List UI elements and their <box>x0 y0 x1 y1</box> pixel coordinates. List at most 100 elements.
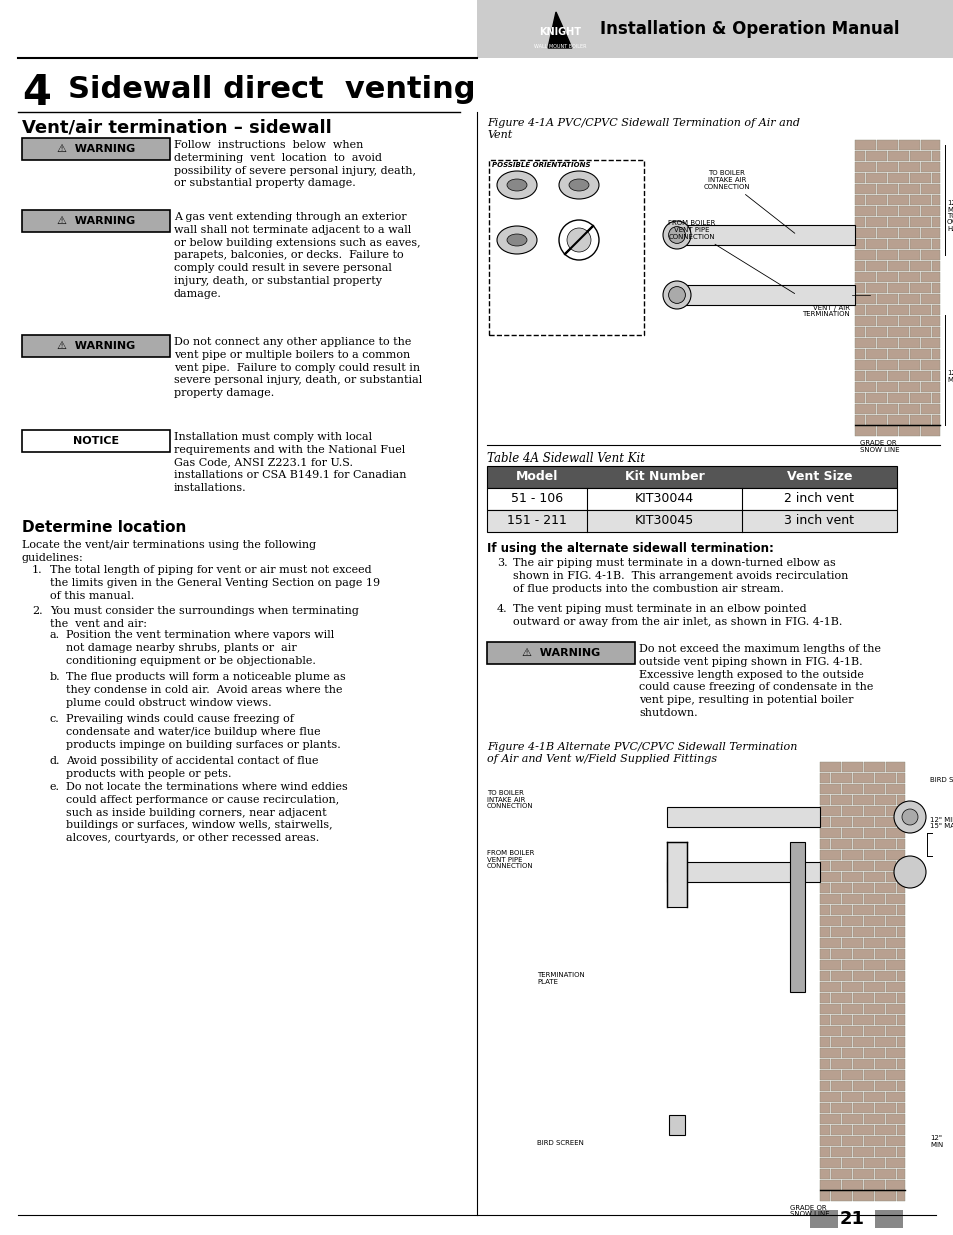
Bar <box>931 151 939 161</box>
Bar <box>874 1125 895 1135</box>
Bar <box>876 206 897 216</box>
Text: KIT30045: KIT30045 <box>634 515 694 527</box>
Bar <box>863 850 884 860</box>
Bar <box>476 0 953 58</box>
Text: TERMINATION
PLATE: TERMINATION PLATE <box>537 972 584 984</box>
Bar <box>22 138 170 161</box>
Bar <box>841 982 862 992</box>
Bar <box>22 430 170 452</box>
Bar <box>876 338 897 348</box>
Bar <box>852 1125 873 1135</box>
Bar <box>854 206 875 216</box>
Bar <box>898 404 919 414</box>
Text: WALL MOUNT BOILER: WALL MOUNT BOILER <box>533 43 586 48</box>
Text: Model: Model <box>516 471 558 483</box>
Bar <box>852 948 873 960</box>
Bar <box>489 161 643 335</box>
Text: The vent piping must terminate in an elbow pointed
outward or away from the air : The vent piping must terminate in an elb… <box>513 604 841 627</box>
Circle shape <box>662 282 690 309</box>
Bar <box>820 762 841 772</box>
Bar <box>896 1015 904 1025</box>
Bar <box>852 993 873 1003</box>
Bar <box>863 1004 884 1014</box>
Bar <box>885 894 904 904</box>
Bar <box>887 393 908 403</box>
Bar <box>852 818 873 827</box>
Bar <box>820 993 829 1003</box>
Bar <box>909 415 930 425</box>
Text: 12"
MIN: 12" MIN <box>929 1135 943 1149</box>
Bar <box>830 1037 851 1047</box>
Bar <box>677 225 854 245</box>
Polygon shape <box>547 12 572 48</box>
Bar <box>909 173 930 183</box>
Bar <box>909 370 930 382</box>
Bar <box>841 1092 862 1102</box>
Bar <box>896 1125 904 1135</box>
Bar <box>896 971 904 981</box>
Bar <box>830 1103 851 1113</box>
Bar <box>830 971 851 981</box>
Bar <box>931 195 939 205</box>
Bar <box>852 861 873 871</box>
Bar <box>931 350 939 359</box>
Bar <box>865 195 886 205</box>
Bar <box>885 1004 904 1014</box>
Text: Do not exceed the maximum lengths of the
outside vent piping shown in FIG. 4-1B.: Do not exceed the maximum lengths of the… <box>639 643 880 718</box>
Bar <box>885 916 904 926</box>
Bar <box>863 1049 884 1058</box>
Bar <box>841 1026 862 1036</box>
Bar <box>863 1070 884 1079</box>
Bar <box>920 426 939 436</box>
Circle shape <box>893 802 925 832</box>
Bar <box>874 971 895 981</box>
Bar <box>874 905 895 915</box>
Bar <box>909 327 930 337</box>
Bar <box>896 1191 904 1200</box>
Ellipse shape <box>497 170 537 199</box>
Text: Installation must comply with local
requirements and with the National Fuel
Gas : Installation must comply with local requ… <box>173 432 406 493</box>
Text: The flue products will form a noticeable plume as
they condense in cold air.  Av: The flue products will form a noticeable… <box>66 672 345 708</box>
Bar <box>820 939 841 948</box>
Bar <box>486 762 939 1195</box>
Bar <box>898 206 919 216</box>
Ellipse shape <box>497 226 537 254</box>
Bar <box>896 1058 904 1070</box>
Bar <box>874 861 895 871</box>
Bar <box>830 1147 851 1157</box>
Bar <box>852 927 873 937</box>
Bar <box>887 327 908 337</box>
Text: 2 inch vent: 2 inch vent <box>783 493 854 505</box>
Bar <box>931 415 939 425</box>
Bar <box>887 305 908 315</box>
Bar <box>931 173 939 183</box>
Bar <box>896 795 904 805</box>
Bar <box>874 1058 895 1070</box>
Text: 1.: 1. <box>32 564 43 576</box>
Bar <box>854 162 875 172</box>
Text: 2.: 2. <box>32 606 43 616</box>
Bar <box>874 1210 902 1228</box>
Bar <box>830 883 851 893</box>
Bar <box>865 217 886 227</box>
Bar <box>668 1115 684 1135</box>
Bar <box>854 316 875 326</box>
Text: 12" MIN
15" MAX: 12" MIN 15" MAX <box>929 818 953 830</box>
Bar <box>863 784 884 794</box>
Bar <box>854 261 864 270</box>
Bar <box>820 850 841 860</box>
Bar <box>820 948 829 960</box>
Bar <box>931 240 939 249</box>
Circle shape <box>893 856 925 888</box>
Bar <box>852 1058 873 1070</box>
Bar <box>22 210 170 232</box>
Bar <box>876 294 897 304</box>
Bar <box>841 1179 862 1191</box>
Bar <box>863 872 884 882</box>
Bar <box>874 1081 895 1091</box>
Bar <box>854 327 864 337</box>
Ellipse shape <box>506 233 526 246</box>
Bar <box>841 1070 862 1079</box>
Bar <box>852 1037 873 1047</box>
Bar <box>820 960 841 969</box>
